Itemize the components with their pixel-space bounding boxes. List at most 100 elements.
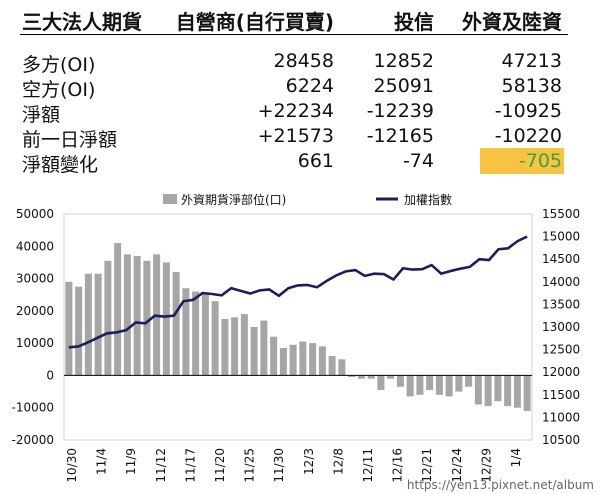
header-divider (20, 34, 568, 35)
right-axis-tick-label: 11500 (542, 388, 580, 402)
table-row: 空方(OI) 6224 25091 58138 (0, 75, 600, 101)
bar (484, 375, 492, 407)
bar (133, 255, 141, 376)
right-axis-tick-label: 15000 (542, 230, 580, 244)
bar (338, 359, 346, 376)
x-axis-tick-label: 12/29 (479, 448, 493, 483)
bar (396, 375, 404, 387)
trust-value: 25091 (373, 75, 434, 97)
bar (387, 375, 395, 379)
watermark: https://yen13.pixnet.net/album (406, 478, 594, 492)
bar (231, 317, 239, 376)
dealer-value: +22234 (257, 100, 334, 122)
foreign-value: 58138 (501, 75, 562, 97)
bar (435, 375, 443, 395)
header-foreign: 外資及陸資 (462, 10, 562, 34)
bar (123, 254, 131, 376)
row-label: 淨額變化 (22, 154, 99, 176)
foreign-value: -10925 (494, 100, 562, 122)
bar (406, 375, 414, 397)
table-row: 多方(OI) 28458 12852 47213 (0, 50, 600, 76)
bar (416, 375, 424, 395)
row-label: 前一日淨額 (22, 129, 118, 151)
table-row: 前一日淨額 +21573 -12165 -10220 (0, 125, 600, 151)
row-label: 淨額 (22, 104, 61, 126)
x-axis-tick-label: 12/21 (420, 448, 434, 483)
left-axis-tick-label: 20000 (16, 304, 54, 318)
x-axis-tick-label: 11/20 (213, 448, 227, 483)
x-axis-tick-label: 12/24 (450, 448, 464, 483)
legend-line-label: 加權指數 (404, 192, 452, 207)
bar (348, 375, 356, 378)
right-axis-tick-label: 12000 (542, 365, 580, 379)
x-axis-tick-label: 1/4 (509, 448, 523, 467)
bar (465, 375, 473, 387)
x-axis-tick-label: 10/30 (65, 448, 79, 483)
bar (299, 341, 307, 376)
x-axis-tick-label: 12/3 (302, 448, 316, 475)
foreign-change-value: -705 (518, 150, 562, 172)
bar (143, 260, 151, 376)
left-axis-tick-label: -20000 (11, 433, 54, 447)
bar (94, 273, 102, 376)
bar (367, 375, 375, 379)
bar (162, 262, 170, 376)
bar (513, 375, 521, 408)
x-axis-tick-label: 12/16 (391, 448, 405, 483)
table-row: 淨額 +22234 -12239 -10925 (0, 100, 600, 126)
bar (279, 347, 287, 376)
dealer-value: +21573 (257, 125, 334, 147)
left-axis-tick-label: 40000 (16, 239, 54, 253)
bar (65, 281, 73, 376)
bar (84, 273, 92, 376)
right-axis-tick-label: 14500 (542, 252, 580, 266)
header-institutions: 三大法人期貨 (22, 10, 142, 34)
highlight-box (480, 148, 564, 174)
right-axis-tick-label: 15500 (542, 207, 580, 221)
bar (357, 375, 365, 379)
bar (455, 375, 463, 392)
right-axis-tick-label: 10500 (542, 433, 580, 447)
bar (377, 375, 385, 390)
bar (182, 288, 190, 376)
x-axis-tick-label: 11/17 (183, 448, 197, 483)
bar (104, 260, 112, 376)
x-axis-tick-label: 11/30 (272, 448, 286, 483)
foreign-value: 47213 (501, 50, 562, 72)
right-axis-tick-label: 14000 (542, 275, 580, 289)
bar (240, 314, 248, 376)
legend-bar-swatch (163, 194, 177, 204)
bar (309, 343, 317, 376)
bar (260, 320, 268, 376)
right-axis-tick-label: 12500 (542, 343, 580, 357)
x-axis-tick-label: 11/25 (243, 448, 257, 483)
bar (494, 375, 502, 402)
right-axis-tick-label: 13000 (542, 320, 580, 334)
bar (445, 375, 453, 397)
bar (192, 291, 200, 376)
bar (270, 336, 278, 376)
bar (318, 346, 326, 376)
plot-frame (63, 213, 533, 441)
trust-value: -74 (402, 150, 434, 172)
bar (221, 318, 229, 376)
bar (172, 272, 180, 376)
index-line (68, 235, 528, 349)
x-axis-tick-label: 11/4 (95, 448, 109, 475)
table-row: 淨額變化 661 -74 -705 (0, 150, 600, 176)
dealer-value: 661 (297, 150, 334, 172)
trust-value: -12165 (366, 125, 434, 147)
header-dealer: 自營商(自行買賣) (175, 10, 334, 34)
x-axis-tick-label: 12/8 (331, 448, 345, 475)
left-axis-tick-label: 50000 (16, 207, 54, 221)
foreign-value: -10220 (494, 125, 562, 147)
dealer-value: 6224 (285, 75, 334, 97)
left-axis-tick-label: 30000 (16, 272, 54, 286)
row-label: 空方(OI) (22, 79, 96, 101)
chart-legend: 外資期貨淨部位(口) 加權指數 (163, 192, 452, 207)
bar (328, 356, 336, 376)
futures-summary-table: 三大法人期貨 自營商(自行買賣) 投信 外資及陸資 多方(OI) 28458 1… (0, 0, 600, 182)
x-axis-tick-label: 12/11 (361, 448, 375, 483)
bar (289, 344, 297, 376)
left-axis-tick-label: 10000 (16, 336, 54, 350)
